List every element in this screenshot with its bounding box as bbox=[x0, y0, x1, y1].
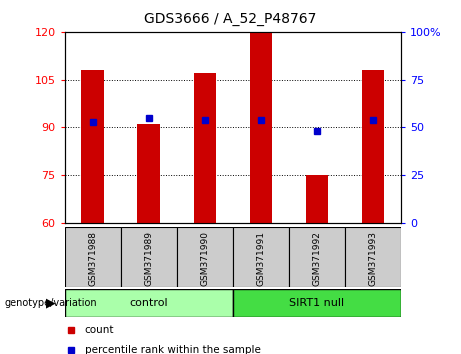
Text: GDS3666 / A_52_P48767: GDS3666 / A_52_P48767 bbox=[144, 12, 317, 27]
Text: GSM371992: GSM371992 bbox=[313, 232, 321, 286]
Bar bbox=[306, 175, 328, 223]
Bar bbox=[233, 227, 289, 287]
Bar bbox=[289, 227, 345, 287]
Bar bbox=[137, 124, 160, 223]
Bar bbox=[345, 227, 401, 287]
Text: GSM371993: GSM371993 bbox=[368, 232, 378, 286]
Text: GSM371990: GSM371990 bbox=[200, 232, 209, 286]
Bar bbox=[233, 289, 401, 317]
Bar bbox=[362, 70, 384, 223]
Text: GSM371991: GSM371991 bbox=[256, 232, 266, 286]
Text: SIRT1 null: SIRT1 null bbox=[290, 298, 344, 308]
Text: genotype/variation: genotype/variation bbox=[5, 298, 97, 308]
Text: GSM371989: GSM371989 bbox=[144, 232, 153, 286]
Bar bbox=[82, 70, 104, 223]
Bar bbox=[194, 73, 216, 223]
Bar bbox=[177, 227, 233, 287]
Bar bbox=[250, 32, 272, 223]
Bar bbox=[121, 227, 177, 287]
Bar bbox=[65, 289, 233, 317]
Bar bbox=[65, 227, 121, 287]
Text: count: count bbox=[85, 325, 114, 335]
Text: percentile rank within the sample: percentile rank within the sample bbox=[85, 344, 260, 354]
Text: GSM371988: GSM371988 bbox=[88, 232, 97, 286]
Text: ▶: ▶ bbox=[46, 296, 55, 309]
Text: control: control bbox=[130, 298, 168, 308]
